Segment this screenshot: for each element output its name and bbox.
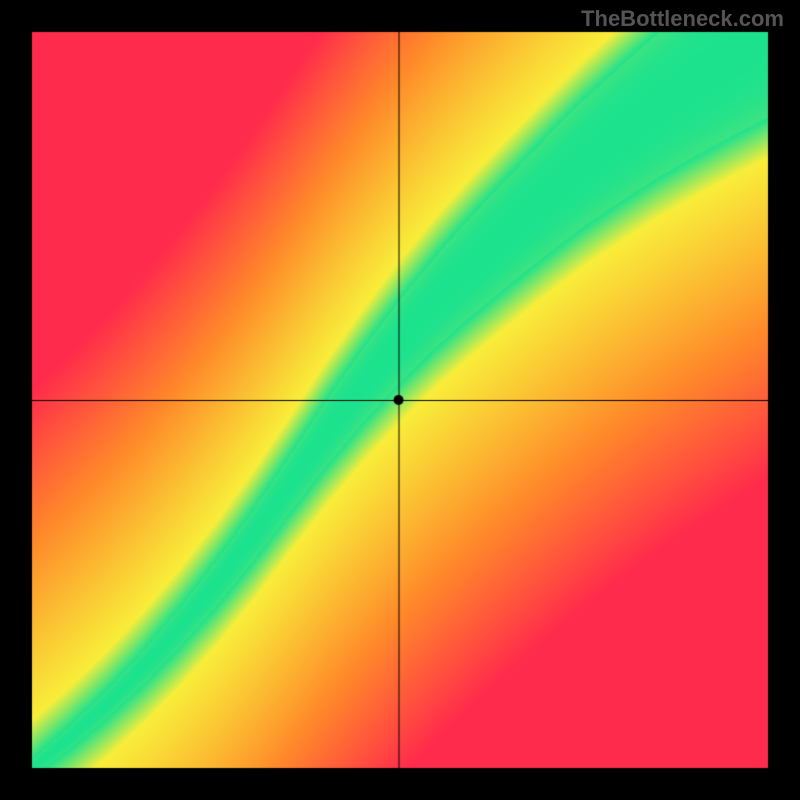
watermark-text: TheBottleneck.com [581,6,784,32]
heatmap-canvas [0,0,800,800]
chart-container: TheBottleneck.com [0,0,800,800]
